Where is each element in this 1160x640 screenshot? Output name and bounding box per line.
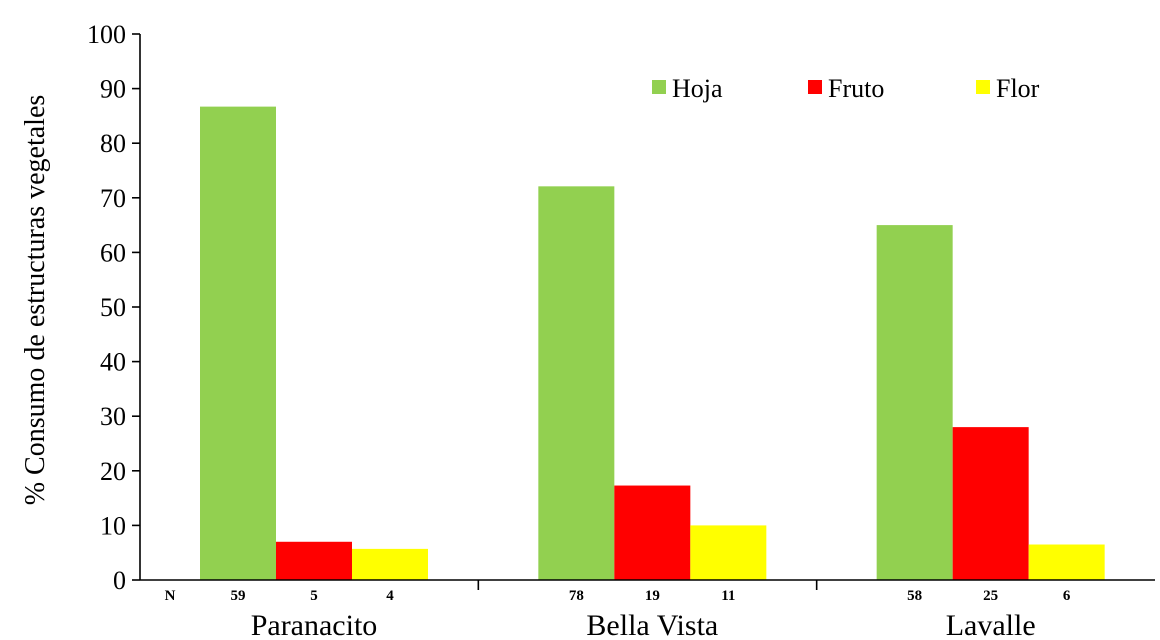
bar-fruto-paranacito: [276, 541, 352, 580]
n-count-label: 25: [983, 588, 998, 604]
bar-fruto-lavalle: [952, 427, 1029, 580]
y-axis-label: % Consumo de estructuras vegetales: [20, 95, 51, 506]
y-tick-label: 20: [100, 457, 126, 486]
n-label: N: [165, 588, 176, 604]
y-tick-label: 80: [100, 129, 126, 158]
category-label: Paranacito: [251, 609, 378, 640]
n-count-label: 78: [569, 588, 584, 604]
legend-label-flor: Flor: [996, 74, 1040, 103]
n-count-label: 5: [310, 588, 318, 604]
n-count-label: 4: [386, 588, 394, 604]
y-tick-label: 90: [100, 75, 126, 104]
n-count-label: 59: [231, 588, 246, 604]
category-label: Bella Vista: [586, 609, 718, 640]
y-tick-label: 100: [87, 20, 126, 49]
y-tick-label: 40: [100, 348, 126, 377]
bar-hoja-paranacito: [200, 106, 276, 581]
legend-swatch-flor: [976, 80, 990, 94]
y-tick-label: 50: [100, 293, 126, 322]
bar-fruto-bella-vista: [614, 485, 691, 580]
legend-label-hoja: Hoja: [672, 74, 723, 103]
n-count-label: 6: [1063, 588, 1071, 604]
bars: [200, 106, 1105, 581]
legend-swatch-hoja: [652, 80, 666, 94]
bar-flor-lavalle: [1028, 544, 1105, 580]
bar-hoja-bella-vista: [538, 186, 615, 581]
y-tick-label: 10: [100, 511, 126, 540]
bar-hoja-lavalle: [876, 225, 953, 580]
legend-swatch-fruto: [808, 80, 822, 94]
n-count-label: 58: [907, 588, 922, 604]
y-tick-label: 30: [100, 402, 126, 431]
y-axis: 0 10 20 30 40 50 60 70 80 90 100: [87, 20, 140, 595]
n-count-label: 11: [721, 588, 735, 604]
y-tick-label: 70: [100, 184, 126, 213]
legend: Hoja Fruto Flor: [652, 74, 1040, 103]
legend-label-fruto: Fruto: [828, 74, 884, 103]
bar-flor-paranacito: [352, 548, 428, 580]
y-tick-label: 0: [113, 566, 126, 595]
category-label: Lavalle: [946, 609, 1036, 640]
n-count-label: 19: [645, 588, 660, 604]
bar-flor-bella-vista: [690, 525, 767, 580]
y-tick-label: 60: [100, 238, 126, 267]
